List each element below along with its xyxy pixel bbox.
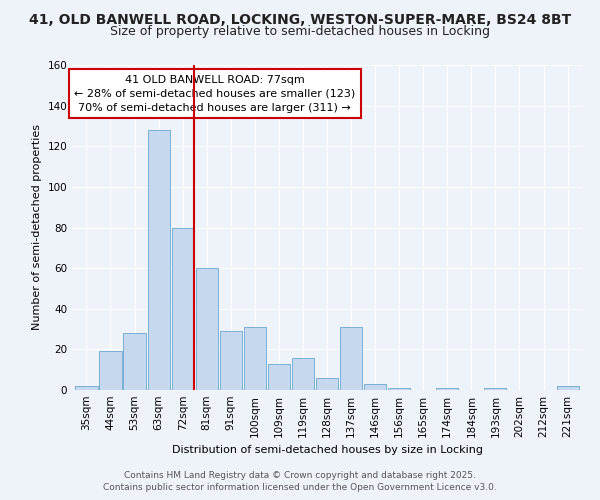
Bar [196, 268, 218, 390]
Bar [292, 358, 314, 390]
Text: Contains HM Land Registry data © Crown copyright and database right 2025.
Contai: Contains HM Land Registry data © Crown c… [103, 471, 497, 492]
Text: Size of property relative to semi-detached houses in Locking: Size of property relative to semi-detach… [110, 25, 490, 38]
Bar [172, 228, 194, 390]
Bar [124, 333, 146, 390]
Bar [340, 327, 362, 390]
X-axis label: Distribution of semi-detached houses by size in Locking: Distribution of semi-detached houses by … [172, 446, 482, 456]
Bar [316, 378, 338, 390]
Bar [100, 352, 122, 390]
Bar [220, 331, 242, 390]
Y-axis label: Number of semi-detached properties: Number of semi-detached properties [32, 124, 42, 330]
Bar [557, 386, 578, 390]
Bar [364, 384, 386, 390]
Bar [268, 364, 290, 390]
Bar [484, 388, 506, 390]
Bar [436, 388, 458, 390]
Bar [76, 386, 98, 390]
Bar [148, 130, 170, 390]
Text: 41 OLD BANWELL ROAD: 77sqm
← 28% of semi-detached houses are smaller (123)
70% o: 41 OLD BANWELL ROAD: 77sqm ← 28% of semi… [74, 74, 355, 113]
Bar [388, 388, 410, 390]
Text: 41, OLD BANWELL ROAD, LOCKING, WESTON-SUPER-MARE, BS24 8BT: 41, OLD BANWELL ROAD, LOCKING, WESTON-SU… [29, 12, 571, 26]
Bar [244, 327, 266, 390]
